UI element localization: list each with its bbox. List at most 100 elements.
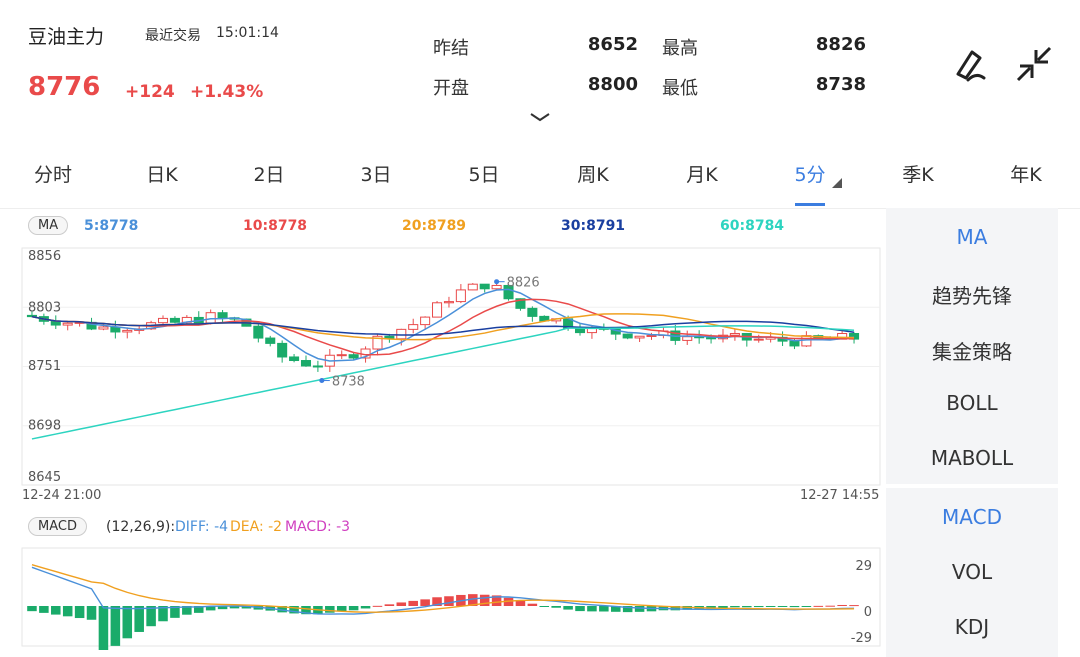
y-tick-label: 8645 <box>28 470 61 485</box>
expand-chevron-icon[interactable] <box>528 110 552 124</box>
macd-bar <box>599 606 609 612</box>
macd-bar <box>622 606 633 613</box>
candle-body <box>729 332 740 336</box>
macd-bar <box>718 606 728 609</box>
indicator-vol[interactable]: VOL <box>951 560 993 584</box>
ma60-value: 60:8784 <box>720 218 785 234</box>
macd-bar <box>86 606 97 620</box>
tab-yearly-k[interactable]: 年K <box>1010 164 1042 186</box>
indicator-trend[interactable]: 趋势先锋 <box>932 284 1012 308</box>
candle-body <box>98 326 109 330</box>
macd-bar <box>74 606 85 619</box>
tab-5day[interactable]: 5日 <box>468 164 500 186</box>
macd-chart[interactable]: 29 0 -29 <box>0 540 886 650</box>
tab-monthly-k[interactable]: 月K <box>686 164 718 186</box>
low-marker-dot <box>319 378 325 384</box>
macd-bar <box>575 606 585 612</box>
tab-3day[interactable]: 3日 <box>360 164 392 186</box>
candle-body <box>432 302 443 318</box>
tab-daily-k[interactable]: 日K <box>146 164 178 186</box>
macd-bar <box>325 606 335 613</box>
candle-body <box>503 284 514 300</box>
indicator-ma[interactable]: MA <box>956 225 988 249</box>
macd-bar <box>813 605 824 607</box>
macd-bar <box>444 596 454 606</box>
macd-bar <box>289 606 299 614</box>
candle-body <box>491 284 502 290</box>
macd-bar <box>217 606 228 610</box>
candle-body <box>455 289 466 303</box>
macd-bar <box>205 606 216 611</box>
macd-bar <box>777 606 788 607</box>
macd-bar <box>420 599 430 606</box>
macd-bar <box>432 597 442 606</box>
price-change-pct: +1.43% <box>190 82 264 102</box>
macd-bar <box>765 606 776 607</box>
candle-body <box>348 354 359 359</box>
candle-body <box>217 312 228 319</box>
macd-tick-label: 0 <box>864 605 872 620</box>
macd-tick-label: 29 <box>855 559 872 574</box>
dropdown-triangle-icon[interactable] <box>832 178 842 188</box>
x-end-label: 12-27 14:55 <box>800 488 880 503</box>
tab-weekly-k[interactable]: 周K <box>577 164 609 186</box>
candle-body <box>420 316 431 326</box>
candle-body <box>706 337 717 340</box>
macd-bar <box>301 606 311 615</box>
macd-bar <box>241 606 252 609</box>
prev-settle-label: 昨结 <box>433 38 469 59</box>
candle-body <box>336 354 347 357</box>
macd-diff: DIFF: -4 <box>175 519 229 535</box>
indicator-fund-strategy[interactable]: 集金策略 <box>932 340 1012 364</box>
low-label: 最低 <box>662 78 698 99</box>
candle-body <box>253 325 264 339</box>
macd-bar <box>122 606 133 639</box>
tab-timeshare[interactable]: 分时 <box>33 164 72 186</box>
candle-body <box>277 342 288 358</box>
macd-bar <box>384 604 395 606</box>
tab-5min[interactable]: 5分 <box>794 164 826 186</box>
ma-badge[interactable]: MA <box>28 216 69 235</box>
indicator-boll[interactable]: BOLL <box>946 391 998 415</box>
macd-bar <box>158 606 168 622</box>
sub-indicator-panel: MACD VOL KDJ <box>886 488 1058 657</box>
draw-pen-icon[interactable] <box>950 44 990 84</box>
tab-quarterly-k[interactable]: 季K <box>902 164 934 186</box>
indicator-maboll[interactable]: MABOLL <box>930 446 1014 470</box>
macd-bar <box>170 606 180 618</box>
macd-bar <box>146 606 156 627</box>
kline-chart[interactable]: 8856 8803 8751 8698 8645 8826 8738 <box>0 240 886 490</box>
macd-params: (12,26,9): <box>106 519 176 535</box>
candle-body <box>682 336 693 341</box>
ma30-line <box>31 315 855 336</box>
macd-bar <box>348 606 359 611</box>
macd-bar <box>801 606 812 607</box>
candle-body <box>300 360 312 367</box>
collapse-screen-icon[interactable] <box>1014 44 1054 84</box>
macd-bar <box>539 606 550 607</box>
active-tab-underline <box>795 203 825 206</box>
y-tick-label: 8803 <box>28 301 61 316</box>
candle-body <box>26 314 37 318</box>
tab-2day[interactable]: 2日 <box>253 164 285 186</box>
macd-bar <box>670 606 681 611</box>
macd-bar <box>193 606 204 613</box>
candle-body <box>408 324 419 330</box>
indicator-macd[interactable]: MACD <box>942 505 1002 529</box>
candle-body <box>443 301 454 304</box>
high-label: 最高 <box>662 38 698 59</box>
candle-body <box>169 317 180 323</box>
candle-body <box>396 328 407 340</box>
candle-body <box>515 298 526 309</box>
macd-bar <box>587 606 597 612</box>
high-marker-dot <box>494 279 500 285</box>
indicator-kdj[interactable]: KDJ <box>954 615 990 639</box>
macd-bar <box>634 606 645 612</box>
macd-badge[interactable]: MACD <box>28 517 87 536</box>
macd-bar <box>98 606 109 650</box>
last-trade-label: 最近交易 <box>145 28 201 44</box>
ma5-value: 5:8778 <box>84 218 139 234</box>
candle-body <box>157 317 169 324</box>
diff-line <box>31 566 855 615</box>
candle-body <box>849 333 860 340</box>
